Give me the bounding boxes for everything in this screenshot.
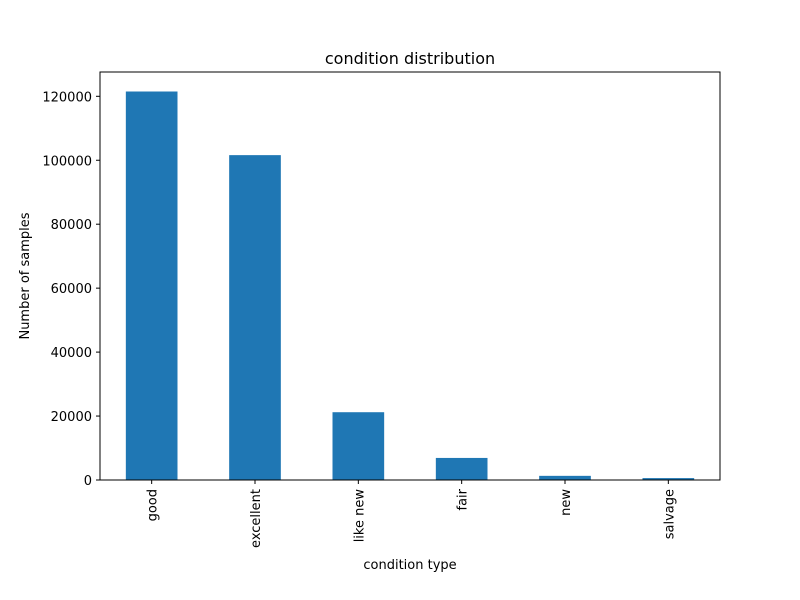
y-axis-label: Number of samples: [18, 212, 33, 339]
y-tick-label: 80000: [51, 218, 92, 233]
x-axis-label: condition type: [363, 558, 456, 573]
bar-excellent: [229, 155, 281, 480]
y-tick-label: 100000: [42, 154, 92, 169]
x-tick-label-salvage: salvage: [662, 489, 677, 539]
x-tick-label-fair: fair: [456, 488, 471, 510]
y-tick-label: 20000: [51, 410, 92, 425]
bar-good: [125, 91, 178, 480]
chart-title: condition distribution: [325, 49, 495, 68]
x-tick-label-good: good: [146, 489, 161, 521]
y-tick-label: 40000: [51, 346, 92, 361]
x-tick-label-new: new: [559, 489, 574, 516]
bars-group: [125, 91, 695, 480]
y-tick-label: 120000: [42, 90, 92, 105]
y-tick-label: 60000: [51, 282, 92, 297]
bar-salvage: [642, 478, 695, 480]
bar-new: [539, 475, 591, 480]
plot-frame: [99, 71, 721, 481]
x-axis-ticks: good excellent like new fair new salvage: [146, 480, 677, 548]
y-tick-label: 0: [84, 474, 92, 489]
bar-fair: [435, 457, 488, 480]
x-tick-label-like-new: like new: [352, 489, 367, 543]
y-axis-ticks: 0 20000 40000 60000 80000 100000 120000: [42, 90, 100, 489]
x-tick-label-excellent: excellent: [249, 489, 264, 548]
bar-like-new: [332, 412, 385, 480]
